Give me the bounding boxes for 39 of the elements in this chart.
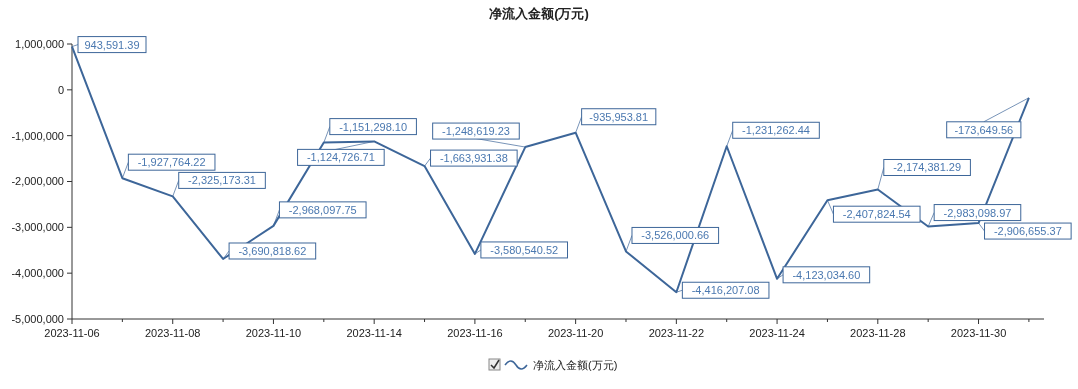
data-label: -2,983,098.97 (943, 206, 1012, 219)
x-tick-label: 2023-11-16 (447, 327, 503, 339)
chart-title: 净流入金额(万元) (489, 6, 589, 21)
data-label: -4,416,207.08 (691, 284, 760, 297)
legend-label: 净流入金额(万元) (533, 359, 618, 371)
x-tick-label: 2023-11-06 (44, 327, 100, 339)
data-label: -3,526,000.66 (641, 229, 710, 242)
data-label: -1,927,764.22 (137, 156, 206, 169)
data-label: -173,649.56 (954, 123, 1014, 136)
y-tick-label: -4,000,000 (11, 267, 64, 280)
x-tick-label: 2023-11-14 (346, 327, 402, 339)
x-tick-label: 2023-11-10 (245, 327, 302, 339)
y-tick-label: -2,000,000 (11, 175, 64, 188)
x-tick-label: 2023-11-24 (749, 327, 805, 339)
x-tick-label: 2023-11-28 (850, 327, 906, 339)
data-label: -1,124,726.71 (306, 151, 375, 164)
y-tick-label: -3,000,000 (11, 221, 64, 234)
data-label: -1,151,298.10 (339, 120, 408, 133)
data-label: -3,580,540.52 (490, 243, 559, 256)
data-label: -1,231,262.44 (742, 124, 810, 137)
y-tick-label: 1,000,000 (15, 37, 64, 50)
data-label: -935,953.81 (589, 110, 649, 123)
data-label: -2,968,097.75 (288, 203, 357, 216)
y-tick-label: -5,000,000 (11, 312, 64, 325)
data-label: -2,325,173.31 (188, 174, 256, 187)
data-label: -2,906,655.37 (993, 225, 1062, 238)
data-label: -2,174,381.29 (893, 161, 962, 174)
y-tick-label: -1,000,000 (11, 129, 64, 142)
x-tick-label: 2023-11-22 (648, 327, 705, 339)
data-label: -3,690,818.62 (238, 245, 307, 257)
data-label: 943,591.39 (84, 38, 140, 51)
data-label: -4,123,034.60 (792, 268, 861, 281)
y-tick-label: 0 (57, 83, 64, 96)
data-label: -1,248,619.23 (442, 125, 510, 138)
data-label: -2,407,824.54 (842, 208, 911, 221)
x-tick-label: 2023-11-08 (145, 327, 201, 339)
data-label: -1,663,931.38 (439, 152, 508, 165)
x-tick-label: 2023-11-30 (950, 327, 1007, 339)
x-tick-label: 2023-11-20 (547, 327, 604, 339)
